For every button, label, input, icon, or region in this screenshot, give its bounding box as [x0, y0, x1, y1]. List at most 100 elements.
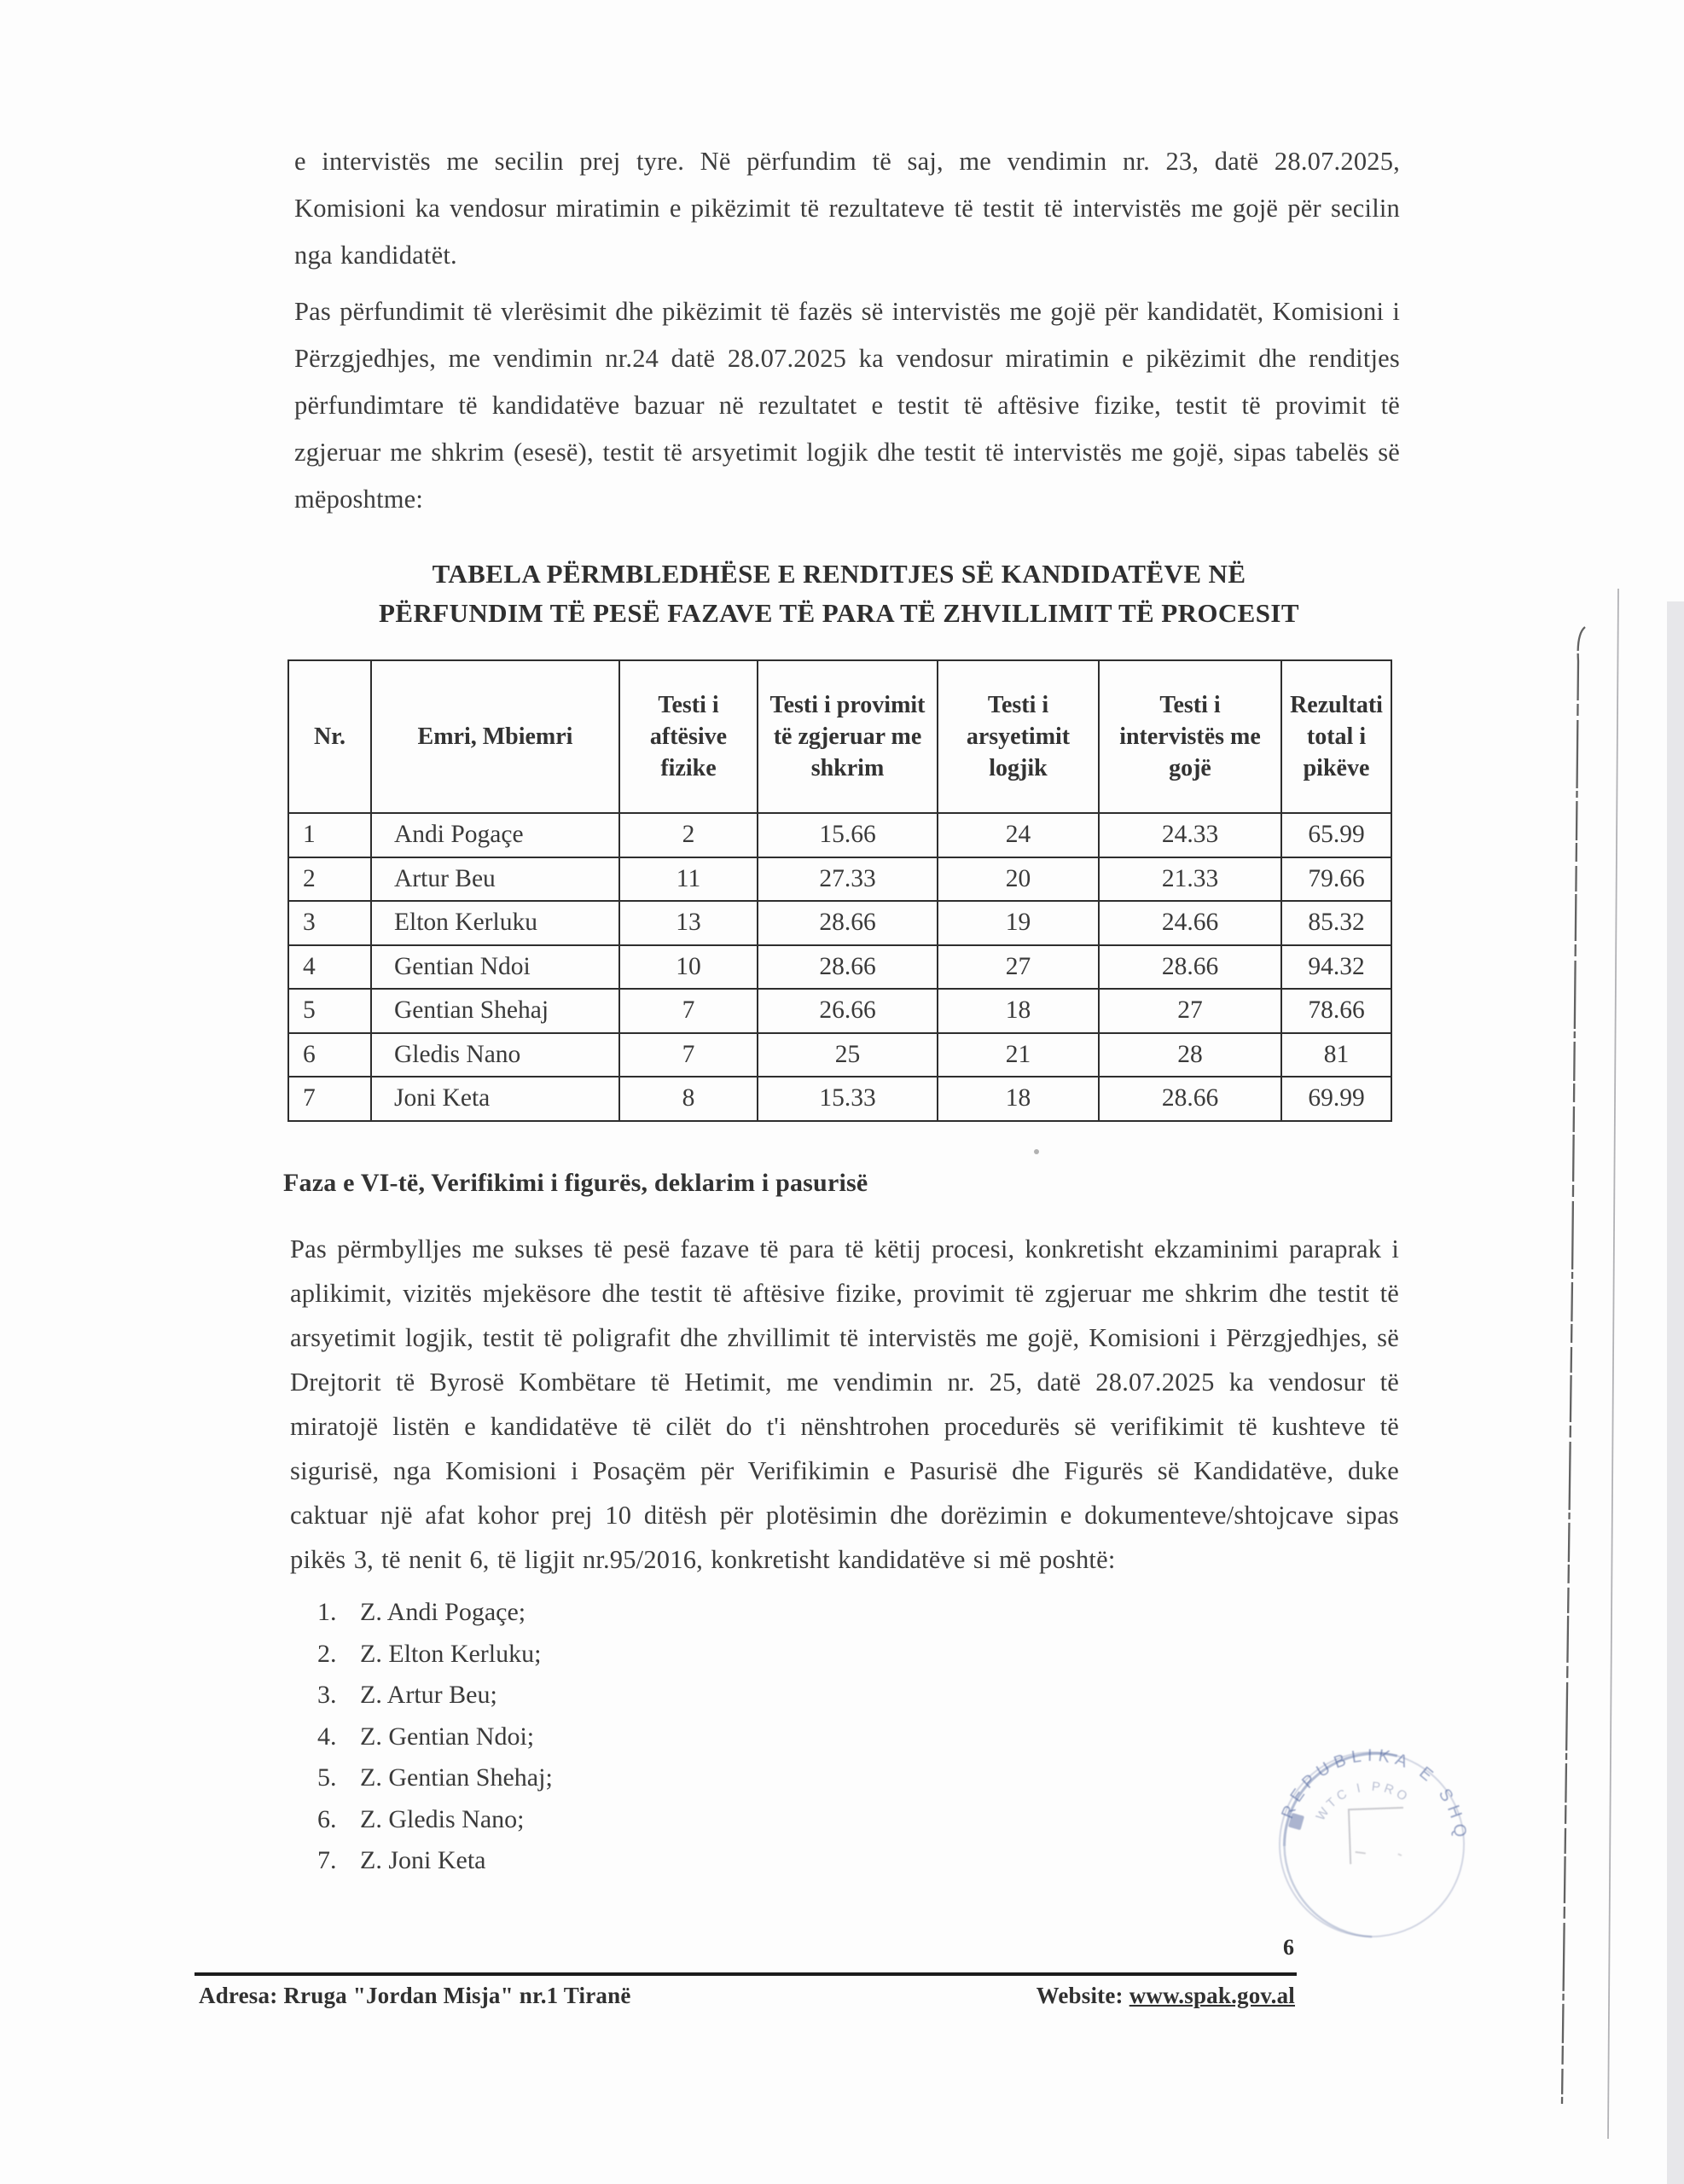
score-cell: 7 — [618, 988, 758, 1034]
score-cell: 79.66 — [1280, 856, 1392, 902]
candidate-name-cell: Gentian Shehaj — [370, 988, 620, 1034]
score-cell: 28.66 — [757, 944, 938, 990]
column-header-physical-test: Testi i aftësive fizike — [618, 659, 758, 814]
column-header-logic-test: Testi i arsyetimit logjik — [937, 659, 1100, 814]
score-cell: 2 — [287, 856, 372, 902]
column-header-oral-interview: Testi i intervistës me gojë — [1098, 659, 1282, 814]
section-heading-phase6: Faza e VI-të, Verifikimi i figurës, dekl… — [283, 1169, 868, 1197]
footer-rule — [195, 1972, 1297, 1976]
official-stamp: REPUBLIKA E SHQ WTC I PRO — [1277, 1742, 1474, 1938]
score-cell: 18 — [937, 988, 1100, 1034]
score-cell: 5 — [287, 988, 372, 1034]
table-header-row: Nr. Emri, Mbiemri Testi i aftësive fizik… — [287, 659, 1392, 814]
score-cell: 21 — [937, 1031, 1100, 1077]
score-cell: 24 — [937, 812, 1100, 858]
candidate-list-number: 5. — [317, 1763, 337, 1792]
score-cell: 7 — [287, 1076, 372, 1122]
page-number: 6 — [1283, 1935, 1294, 1960]
candidate-list-number: 2. — [317, 1639, 337, 1668]
score-cell: 6 — [287, 1031, 372, 1077]
score-cell: 15.66 — [757, 812, 938, 858]
score-cell: 27 — [1098, 988, 1282, 1034]
score-cell: 28 — [1098, 1031, 1282, 1077]
candidate-list-number: 4. — [317, 1722, 337, 1751]
score-cell: 28.66 — [1098, 1076, 1282, 1122]
candidate-list-number: 1. — [317, 1598, 337, 1626]
candidate-list-item: 1. Z. Andi Pogaçe; — [317, 1592, 1000, 1634]
candidate-name-cell: Artur Beu — [370, 856, 620, 902]
score-cell: 21.33 — [1098, 856, 1282, 902]
candidate-list-name: Z. Joni Keta — [360, 1846, 486, 1874]
candidate-list-number: 6. — [317, 1804, 337, 1833]
candidate-name-cell: Gledis Nano — [370, 1031, 620, 1077]
column-header-written-exam: Testi i provimit të zgjeruar me shkrim — [757, 659, 938, 814]
footer-address: Adresa: Rruga "Jordan Misja" nr.1 Tiranë — [199, 1983, 631, 2008]
candidate-list-item: 4. Z. Gentian Ndoi; — [317, 1716, 1000, 1758]
candidate-name-cell: Gentian Ndoi — [370, 944, 620, 990]
score-cell: 10 — [618, 944, 758, 990]
table-row: 1 Andi Pogaçe 2 15.66 24 24.33 65.99 — [287, 812, 1392, 858]
score-cell: 24.33 — [1098, 812, 1282, 858]
score-cell: 69.99 — [1280, 1076, 1392, 1122]
score-cell: 28.66 — [757, 900, 938, 946]
results-table-body: 1 Andi Pogaçe 2 15.66 24 24.33 65.99 2 Artur Beu… — [287, 812, 1392, 1122]
column-header-name: Emri, Mbiemri — [370, 659, 620, 814]
candidate-list-item: 3. Z. Artur Beu; — [317, 1675, 1000, 1716]
candidate-list-name: Z. Gentian Ndoi; — [360, 1722, 535, 1751]
candidate-name-cell: Elton Kerluku — [370, 900, 620, 946]
stamp-inner-square — [1347, 1806, 1403, 1865]
score-cell: 27 — [937, 944, 1100, 990]
score-cell: 78.66 — [1280, 988, 1392, 1034]
candidate-list-item: 5. Z. Gentian Shehaj; — [317, 1757, 1000, 1799]
score-cell: 25 — [757, 1031, 938, 1077]
score-cell: 20 — [937, 856, 1100, 902]
score-cell: 2 — [618, 812, 758, 858]
paragraph-verification-decision: Pas përmbylljes me sukses të pesë fazave… — [290, 1234, 1399, 1574]
score-cell: 18 — [937, 1076, 1100, 1122]
stamp-arc-text: REPUBLIKA E SHQ — [1277, 1742, 1474, 1869]
score-cell: 65.99 — [1280, 812, 1392, 858]
footer-website: Website: www.spak.gov.al — [1037, 1983, 1295, 2009]
results-table: Nr. Emri, Mbiemri Testi i aftësive fizik… — [287, 659, 1392, 1122]
table-row: 5 Gentian Shehaj 7 26.66 18 27 78.66 — [287, 988, 1392, 1034]
score-cell: 27.33 — [757, 856, 938, 902]
candidate-name-cell: Andi Pogaçe — [370, 812, 620, 858]
candidate-list-name: Z. Gentian Shehaj; — [360, 1763, 553, 1792]
column-header-total-score: Rezultati total i pikëve — [1280, 659, 1392, 814]
score-cell: 85.32 — [1280, 900, 1392, 946]
column-header-nr: Nr. — [287, 659, 372, 814]
scan-speck — [1034, 1149, 1039, 1154]
candidate-list-name: Z. Elton Kerluku; — [360, 1639, 542, 1668]
candidate-list-item: 7. Z. Joni Keta — [317, 1840, 1000, 1882]
score-cell: 19 — [937, 900, 1100, 946]
svg-text:REPUBLIKA E SHQ: REPUBLIKA E SHQ — [1277, 1742, 1474, 1869]
table-row: 6 Gledis Nano 7 25 21 28 81 — [287, 1031, 1392, 1077]
table-row: 2 Artur Beu 11 27.33 20 21.33 79.66 — [287, 856, 1392, 902]
candidate-list-item: 2. Z. Elton Kerluku; — [317, 1634, 1000, 1676]
table-title: TABELA PËRMBLEDHËSE E RENDITJES SË KANDI… — [287, 555, 1391, 633]
table-row: 4 Gentian Ndoi 10 28.66 27 28.66 94.32 — [287, 944, 1392, 990]
candidate-list-item: 6. Z. Gledis Nano; — [317, 1799, 1000, 1841]
score-cell: 28.66 — [1098, 944, 1282, 990]
paragraph-final-ranking-decision: Pas përfundimit të vlerësimit dhe pikëzi… — [294, 297, 1400, 514]
score-cell: 1 — [287, 812, 372, 858]
score-cell: 81 — [1280, 1031, 1392, 1077]
candidate-list-name: Z. Andi Pogaçe; — [360, 1598, 526, 1626]
score-cell: 24.66 — [1098, 900, 1282, 946]
score-cell: 11 — [618, 856, 758, 902]
table-title-line1: TABELA PËRMBLEDHËSE E RENDITJES SË KANDI… — [432, 559, 1246, 589]
score-cell: 15.33 — [757, 1076, 938, 1122]
table-title-line2: PËRFUNDIM TË PESË FAZAVE TË PARA TË ZHVI… — [379, 598, 1299, 628]
candidate-list-name: Z. Gledis Nano; — [360, 1804, 525, 1833]
score-cell: 94.32 — [1280, 944, 1392, 990]
table-row: 7 Joni Keta 8 15.33 18 28.66 69.99 — [287, 1076, 1392, 1122]
candidate-name-cell: Joni Keta — [370, 1076, 620, 1122]
score-cell: 7 — [618, 1031, 758, 1077]
score-cell: 8 — [618, 1076, 758, 1122]
candidate-list: 1. Z. Andi Pogaçe; 2. Z. Elton Kerluku; 3. Z.… — [317, 1592, 1000, 1882]
score-cell: 3 — [287, 900, 372, 946]
footer-website-label: Website: — [1036, 1983, 1124, 2008]
table-row: 3 Elton Kerluku 13 28.66 19 24.66 85.32 — [287, 900, 1392, 946]
stamp-emblem-mark — [1288, 1813, 1304, 1830]
